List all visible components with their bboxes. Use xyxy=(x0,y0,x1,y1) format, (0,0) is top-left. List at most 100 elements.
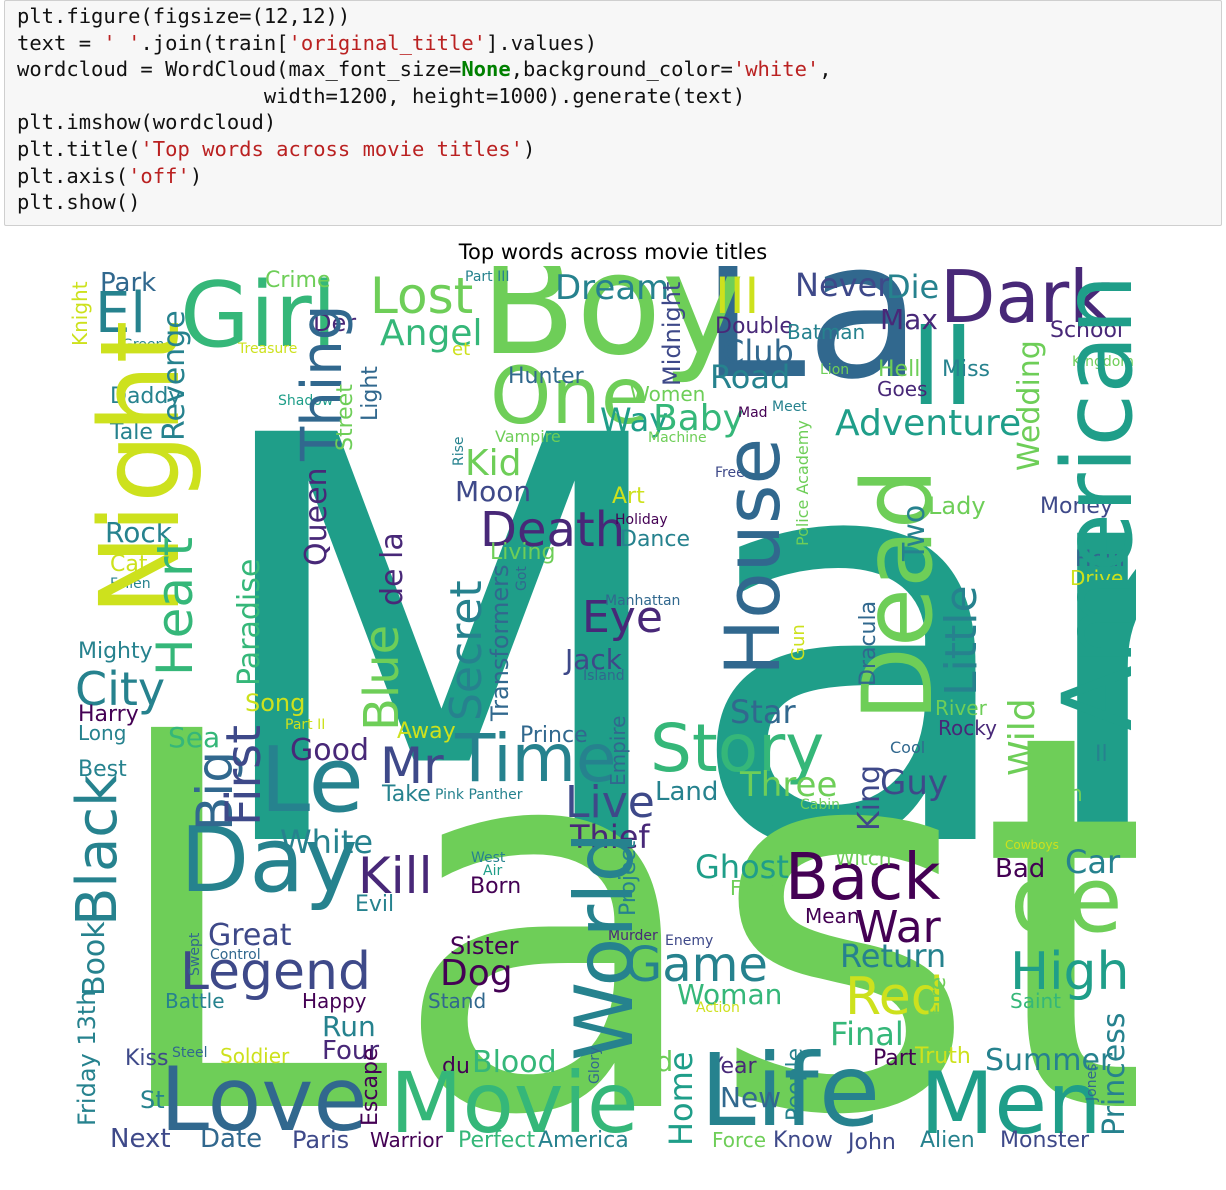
wordcloud-word: Le xyxy=(260,728,364,833)
wordcloud-word: Live xyxy=(565,777,655,828)
wordcloud-image: ManLastLaBoyGirlLostAngelDarkIINeverDieM… xyxy=(60,266,1136,1160)
wordcloud-word: Enemy xyxy=(665,933,714,949)
code-token: plt.show() xyxy=(17,190,141,215)
code-cell[interactable]: plt.figure(figsize=(12,12)) text = ' '.jo… xyxy=(4,0,1222,226)
wordcloud-word: Jack xyxy=(565,643,623,676)
wordcloud-word: Baby xyxy=(653,398,744,439)
wordcloud-word: Hour xyxy=(1075,547,1128,572)
wordcloud-word: Control xyxy=(210,947,261,963)
wordcloud-word: Monster xyxy=(1000,1128,1090,1153)
wordcloud-word: Song xyxy=(245,689,306,717)
wordcloud-word: Force xyxy=(712,1128,767,1152)
wordcloud-word: Last xyxy=(100,623,1136,1160)
wordcloud-word: Il xyxy=(1095,742,1108,767)
wordcloud-word: Gun xyxy=(788,624,809,661)
code-line: plt.title('Top words across movie titles… xyxy=(17,136,832,163)
wordcloud-word: Train xyxy=(1030,782,1083,807)
wordcloud-word: Kingdom xyxy=(1072,354,1134,370)
wordcloud-word: Blood xyxy=(472,1045,557,1080)
wordcloud-word: First xyxy=(216,724,272,826)
wordcloud-word: Women xyxy=(630,382,706,406)
wordcloud-word: Man xyxy=(200,320,1136,972)
wordcloud-word: Death xyxy=(480,502,626,558)
wordcloud-word: de xyxy=(1010,848,1123,953)
wordcloud-word: Happy xyxy=(302,989,367,1013)
wordcloud-word: Revenge xyxy=(157,310,192,441)
wordcloud-word: Story xyxy=(650,710,825,787)
wordcloud-word: Time xyxy=(455,720,617,797)
wordcloud-word: Harry xyxy=(78,702,139,727)
code-token: width=1200, height=1000).generate(text) xyxy=(17,83,746,108)
code-line: plt.figure(figsize=(12,12)) xyxy=(17,3,832,30)
wordcloud-word: Great xyxy=(208,918,292,953)
wordcloud-word: Batman xyxy=(787,320,866,344)
wordcloud-word: Paris xyxy=(292,1126,350,1154)
wordcloud-word: La xyxy=(700,266,923,421)
wordcloud-word: Free xyxy=(715,465,745,481)
code-editor[interactable]: plt.figure(figsize=(12,12)) text = ' '.jo… xyxy=(17,3,832,216)
code-line: plt.imshow(wordcloud) xyxy=(17,109,832,136)
wordcloud-word: Cat xyxy=(110,552,148,577)
code-token: None xyxy=(461,57,511,82)
code-token: ) xyxy=(523,136,536,161)
wordcloud-word: Return xyxy=(840,937,947,975)
wordcloud-word: St xyxy=(140,1086,165,1114)
wordcloud-word: Dark xyxy=(940,266,1111,339)
code-token: , xyxy=(819,57,832,82)
wordcloud-word: Wedding xyxy=(1012,340,1047,471)
wordcloud-word: Mighty xyxy=(78,639,153,664)
wordcloud-word: Final xyxy=(830,1015,904,1053)
code-line: plt.axis('off') xyxy=(17,163,832,190)
wordcloud-word: Home xyxy=(662,1051,700,1147)
wordcloud-word: Life xyxy=(700,1032,881,1149)
wordcloud-word: Street xyxy=(333,384,358,451)
wordcloud-word: Project xyxy=(616,840,641,916)
wordcloud-word: Money xyxy=(1040,494,1113,519)
wordcloud-word: Art xyxy=(612,484,645,509)
code-token: plt.imshow(wordcloud) xyxy=(17,110,277,135)
wordcloud-word: Mr xyxy=(380,737,444,795)
wordcloud-word: Road xyxy=(710,358,791,396)
wordcloud-word: Dance xyxy=(620,527,690,552)
wordcloud-word: Summer xyxy=(985,1043,1113,1078)
wordcloud-word: Daddy xyxy=(110,384,182,409)
wordcloud-word: Rocky xyxy=(938,716,997,740)
wordcloud-word: de la xyxy=(375,532,410,606)
wordcloud-word: School xyxy=(1050,318,1124,343)
wordcloud-word: Back xyxy=(785,841,941,915)
wordcloud-word: Rock xyxy=(105,516,172,549)
code-token: .join(train[ xyxy=(140,30,289,55)
wordcloud-word: Fallen xyxy=(110,576,151,592)
wordcloud-word: Know xyxy=(773,1128,833,1153)
wordcloud-word: Day xyxy=(180,808,358,913)
wordcloud-word: John xyxy=(848,1130,896,1155)
wordcloud-word: Truth xyxy=(915,1044,971,1069)
code-line: width=1200, height=1000).generate(text) xyxy=(17,83,832,110)
wordcloud-word: Club xyxy=(722,333,794,371)
wordcloud-word: Boy xyxy=(480,266,745,387)
code-token: plt.figure(figsize=(12,12)) xyxy=(17,4,351,28)
wordcloud-word: Cabin xyxy=(800,797,841,813)
wordcloud-word: Der xyxy=(313,309,357,337)
wordcloud-word: Long xyxy=(78,721,127,745)
wordcloud-word: Kiss xyxy=(125,1046,169,1071)
wordcloud-word: American xyxy=(1042,274,1136,731)
wordcloud-word: Bad xyxy=(995,854,1046,884)
wordcloud-word: Best xyxy=(78,757,127,782)
wordcloud-word: Heart xyxy=(146,536,204,676)
wordcloud-word: Little xyxy=(936,585,987,696)
wordcloud-word: Way xyxy=(600,401,669,439)
wordcloud-word: Run xyxy=(322,1010,376,1043)
wordcloud-word: Date xyxy=(200,1124,263,1154)
wordcloud-word: Holiday xyxy=(615,512,668,528)
wordcloud-word: Hunter xyxy=(508,364,584,389)
wordcloud-word: New xyxy=(720,1081,782,1114)
wordcloud-word: Girl xyxy=(180,266,337,368)
wordcloud-word: Witch xyxy=(835,846,892,870)
wordcloud-word: Kill xyxy=(358,847,433,905)
wordcloud-word: Men xyxy=(920,1054,1102,1154)
code-line: text = ' '.join(train['original_title'].… xyxy=(17,30,832,57)
wordcloud-word: Princess xyxy=(1097,1012,1132,1136)
wordcloud-word: Cool xyxy=(890,738,926,757)
wordcloud-word: America xyxy=(538,1128,629,1153)
